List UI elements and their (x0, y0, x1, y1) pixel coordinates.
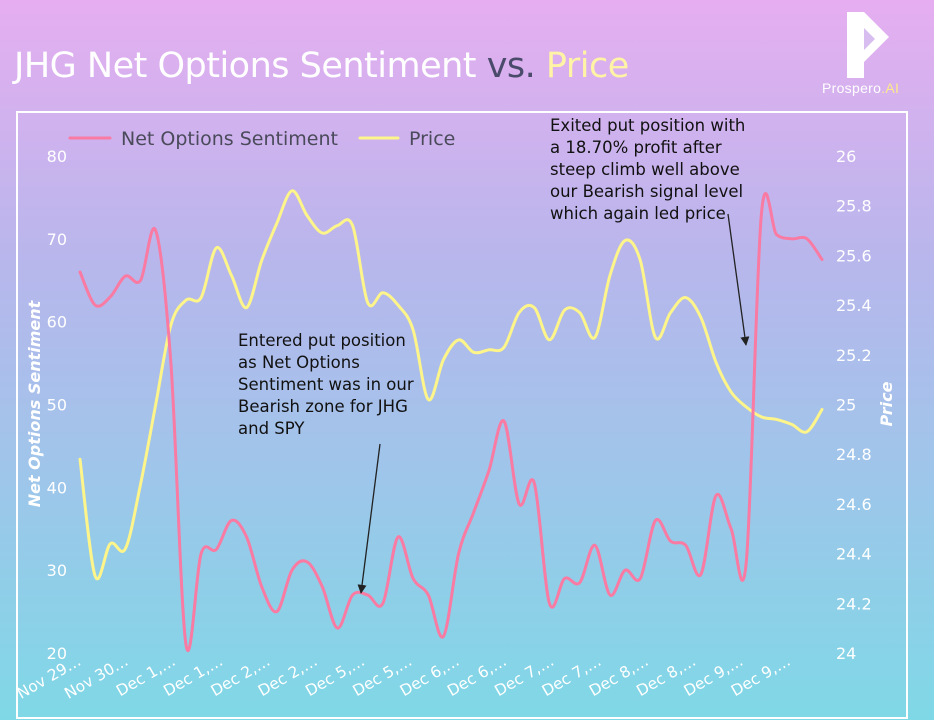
y2-tick-label: 24.4 (836, 545, 872, 564)
legend: Net Options Sentiment Price (68, 128, 455, 150)
y2-tick-label: 25.4 (836, 296, 872, 315)
y2-tick-label: 25 (836, 396, 856, 415)
y2-tick-label: 24.8 (836, 445, 872, 464)
y-tick-label: 50 (47, 396, 67, 415)
title-price: Price (545, 46, 629, 86)
annotation-entry-line: Bearish zone for JHG (238, 397, 408, 416)
y2-tick-label: 24 (836, 644, 856, 663)
y-tick-label: 60 (47, 313, 67, 332)
y2-tick-label: 25.2 (836, 346, 872, 365)
arrow-entry (357, 443, 381, 594)
title-vs: vs. (486, 46, 536, 86)
annotation-entry: Entered put position as Net Options Sent… (238, 330, 414, 440)
series-line-price (78, 189, 824, 581)
prospero-logo-icon (847, 12, 889, 78)
brand-suffix: .AI (881, 80, 900, 96)
legend-label-price: Price (409, 128, 455, 150)
chart-title: JHG Net Options Sentiment vs. Price (14, 46, 629, 86)
chart-frame (16, 111, 908, 719)
y-axis-title: Net Options Sentiment (25, 299, 44, 507)
annotation-exit-line: a 18.70% profit after (550, 138, 722, 157)
arrow-exit (727, 213, 750, 346)
title-main: JHG Net Options Sentiment (14, 46, 477, 86)
annotation-exit-line: steep climb well above (550, 160, 740, 179)
y-tick-label: 80 (47, 147, 67, 166)
y-tick-label: 20 (47, 644, 67, 663)
annotation-entry-line: as Net Options (238, 353, 360, 372)
y-tick-label: 30 (47, 561, 67, 580)
annotation-exit-line: Exited put position with (550, 116, 746, 135)
annotation-entry-line: Entered put position (238, 331, 406, 350)
y2-tick-label: 24.2 (836, 594, 872, 613)
brand-name-main: Prospero (822, 80, 882, 96)
annotation-exit-line: which again led price (550, 204, 726, 223)
legend-label-sentiment: Net Options Sentiment (121, 128, 338, 150)
annotation-exit-line: our Bearish signal level (550, 182, 744, 201)
y2-axis-title: Price (877, 381, 896, 426)
y2-tick-label: 25.6 (836, 246, 872, 265)
series-line-sentiment (78, 192, 824, 652)
brand-name: Prospero.AI (822, 80, 899, 96)
y-tick-label: 40 (47, 478, 67, 497)
annotation-exit: Exited put position with a 18.70% profit… (550, 115, 745, 225)
annotation-entry-line: Sentiment was in our (238, 375, 414, 394)
y2-tick-label: 24.6 (836, 495, 872, 514)
y-tick-label: 70 (47, 230, 67, 249)
y2-tick-label: 26 (836, 147, 856, 166)
y2-tick-label: 25.8 (836, 197, 872, 216)
annotation-entry-line: and SPY (238, 419, 305, 438)
